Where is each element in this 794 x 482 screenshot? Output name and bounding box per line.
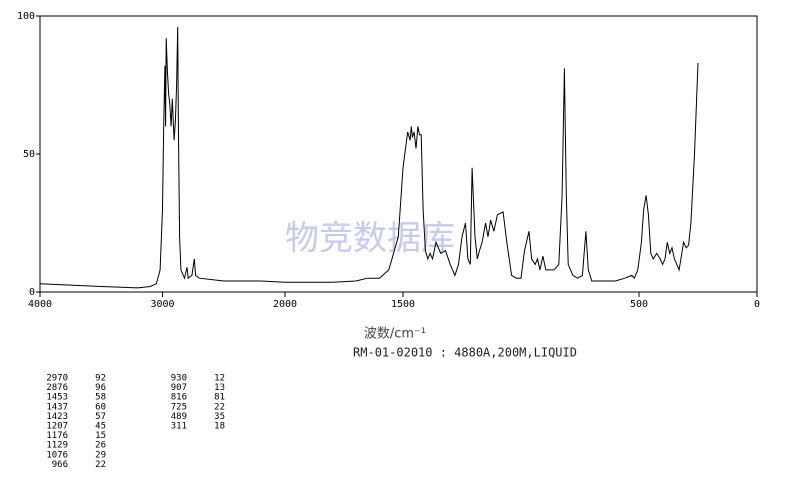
peak-intensity: 22 (214, 402, 225, 412)
x-tick-label: 1500 (391, 299, 415, 310)
peak-intensity: 57 (95, 412, 106, 422)
peak-wavenumber: 2876 (46, 383, 68, 393)
y-tick-label: 50 (23, 149, 35, 160)
peak-intensity: 96 (95, 383, 106, 393)
peak-intensity: 45 (95, 422, 106, 432)
peak-wavenumber: 966 (52, 460, 68, 470)
peak-intensity: 92 (95, 374, 106, 384)
peak-wavenumber: 1076 (46, 450, 68, 460)
subtitle: RM-01-02010 : 4880A,200M,LIQUID (353, 346, 577, 360)
peak-intensity: 13 (214, 383, 225, 393)
peak-wavenumber: 907 (171, 383, 187, 393)
y-tick-label: 100 (17, 11, 35, 22)
x-tick-label: 3000 (150, 299, 174, 310)
peak-intensity: 35 (214, 412, 225, 422)
spectrum-line (39, 26, 699, 289)
peak-intensity: 81 (214, 393, 225, 403)
peak-intensity: 22 (95, 460, 106, 470)
peak-wavenumber: 1129 (46, 441, 68, 451)
peak-wavenumber: 1453 (46, 393, 68, 403)
peak-wavenumber: 930 (171, 374, 187, 384)
watermark: 物竞数据库 (285, 219, 455, 259)
peak-intensity: 26 (95, 441, 106, 451)
peak-intensity: 58 (95, 393, 106, 403)
peak-wavenumber: 1207 (46, 422, 68, 432)
y-tick-label: 0 (29, 287, 35, 298)
peak-intensity: 12 (214, 374, 225, 384)
x-tick-label: 500 (630, 299, 648, 310)
x-tick-label: 4000 (28, 299, 52, 310)
peak-wavenumber: 1423 (46, 412, 68, 422)
peak-wavenumber: 725 (171, 402, 187, 412)
peak-intensity: 15 (95, 431, 106, 441)
x-axis-label: 波数/cm⁻¹ (364, 327, 426, 342)
peak-intensity: 29 (95, 450, 106, 460)
peak-wavenumber: 1176 (46, 431, 68, 441)
peak-wavenumber: 816 (171, 393, 187, 403)
x-tick-label: 2000 (273, 299, 297, 310)
peak-wavenumber: 311 (171, 422, 187, 432)
x-tick-label: 0 (754, 299, 760, 310)
peak-wavenumber: 2970 (46, 374, 68, 384)
peak-wavenumber: 489 (171, 412, 187, 422)
peak-intensity: 18 (214, 422, 225, 432)
peak-wavenumber: 1437 (46, 402, 68, 412)
peak-intensity: 60 (95, 402, 106, 412)
